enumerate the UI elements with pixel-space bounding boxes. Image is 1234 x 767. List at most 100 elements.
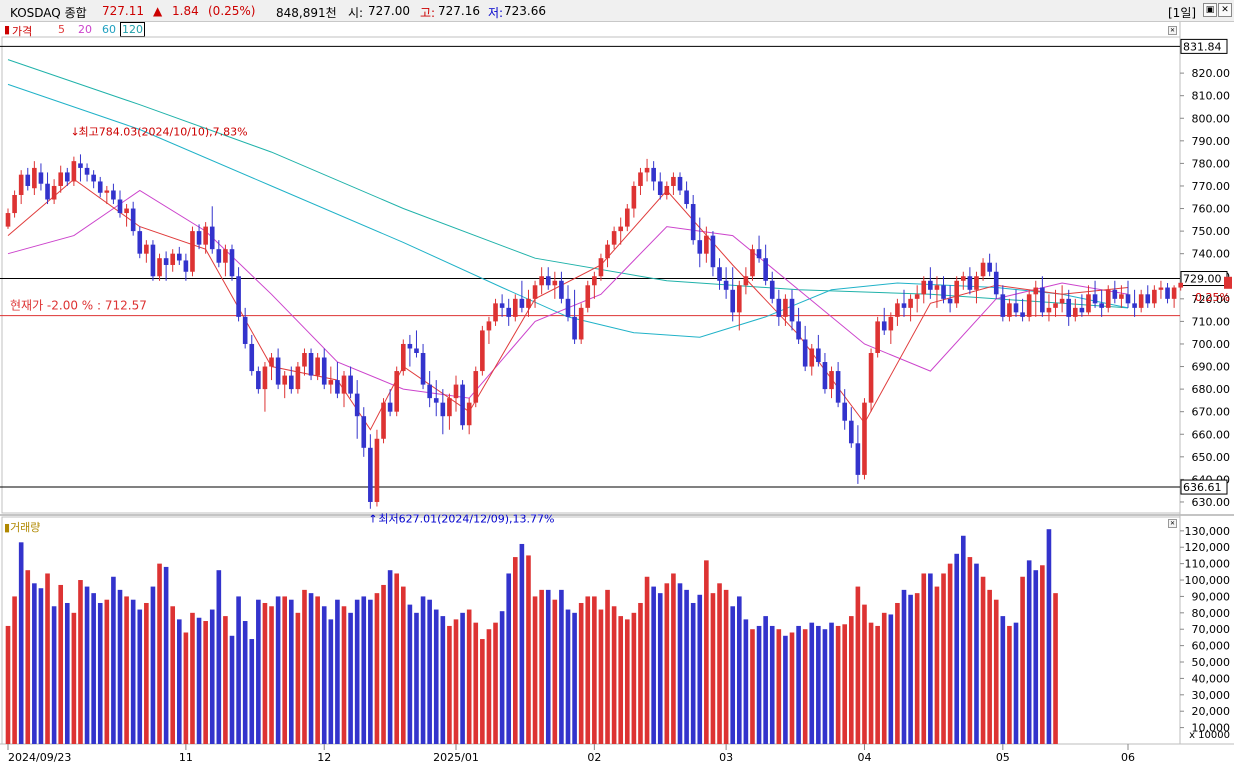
candle-body (1125, 294, 1131, 304)
period-button[interactable]: [1일] (1168, 6, 1197, 20)
volume-bar (710, 593, 716, 744)
volume-bar (84, 586, 90, 744)
volume-bar (974, 563, 979, 744)
price-panel-frame (1, 36, 1181, 514)
volume-bar (5, 625, 11, 744)
candle-body (1105, 289, 1111, 308)
price-tick-label: 790.00 (1192, 135, 1231, 148)
candle-body (78, 163, 83, 168)
symbol-name: KOSDAQ 종합 (10, 6, 87, 20)
candle-body (1059, 298, 1065, 304)
volume-bar (769, 625, 775, 744)
candle-body (717, 267, 722, 281)
candle-body (466, 402, 472, 426)
volume-bar (328, 619, 334, 744)
volume-bar (361, 596, 367, 744)
volume-bar (960, 535, 966, 744)
volume-bar (796, 625, 801, 744)
volume-bar (163, 566, 169, 744)
price-tick-label: 700.00 (1192, 338, 1231, 351)
volume-bar (914, 593, 920, 744)
volume-tick-label: 110,000 (1185, 558, 1231, 571)
candle-body (473, 371, 479, 403)
volume-bar (407, 604, 413, 744)
volume-bar (1000, 616, 1006, 744)
volume-bar (506, 573, 512, 744)
volume-bar (150, 586, 156, 744)
volume-bar (671, 573, 676, 744)
restore-button[interactable]: ▣ (1203, 3, 1217, 17)
candle-body (763, 258, 768, 281)
volume-bar (493, 622, 498, 744)
price-tick-label: 630.00 (1192, 496, 1231, 509)
price-legend[interactable]: 가격 (12, 25, 33, 38)
ma20-legend[interactable]: 20 (78, 23, 92, 36)
volume-bar (592, 596, 597, 744)
volume-tick-label: 50,000 (1192, 656, 1231, 669)
candle-body (736, 285, 742, 313)
volume-bar (816, 625, 821, 744)
volume-bar (45, 573, 50, 744)
level-label: 636.61 (1183, 481, 1222, 494)
volume-bar (993, 599, 999, 744)
volume-bar (354, 599, 360, 744)
candle-body (941, 285, 946, 299)
candle-body (460, 384, 465, 426)
price-panel-close-button[interactable]: ✕ (1168, 26, 1177, 35)
volume-bar (690, 602, 696, 744)
volume-bar (196, 617, 202, 744)
volume-bar (51, 606, 57, 744)
candle-body (638, 172, 643, 186)
candle-body (269, 357, 274, 367)
volume-tick-label: 30,000 (1192, 689, 1231, 702)
candle-body (901, 303, 907, 308)
candle-body (1020, 312, 1025, 317)
candle-body (12, 195, 17, 214)
volume-bar (855, 586, 861, 744)
candle-body (387, 402, 393, 412)
volume-bar (381, 584, 386, 744)
close-button[interactable]: ✕ (1218, 3, 1232, 17)
volume-bar (618, 616, 624, 744)
volume-bar (288, 599, 294, 744)
price-tick-label: 740.00 (1192, 248, 1231, 261)
horizontal-lines: 831.84 729.00 636.61 현재가 -2.00 % : 712.57 0.… (0, 38, 1232, 495)
volume-bar (427, 599, 432, 744)
volume-bar (374, 593, 380, 744)
volume-panel-title[interactable]: 거래량 (10, 521, 41, 534)
candle-body (427, 384, 432, 399)
candle-body (45, 183, 50, 200)
volume-panel-close-button[interactable]: ✕ (1168, 519, 1177, 528)
candle-body (750, 249, 755, 277)
volume-bar (236, 596, 241, 744)
candle-body (400, 343, 406, 372)
volume-bar (262, 602, 268, 744)
candle-body (282, 375, 288, 385)
price-tick-label: 680.00 (1192, 383, 1231, 396)
candle-body (117, 199, 123, 214)
candle-body (176, 253, 182, 261)
candle-body (624, 208, 630, 227)
candle-body (730, 289, 736, 313)
ma60-legend[interactable]: 60 (102, 23, 116, 36)
candle-body (486, 321, 492, 331)
date-tick-label: 02 (587, 751, 601, 764)
candle-body (111, 190, 116, 200)
candle-body (480, 330, 485, 372)
volume-bar (697, 594, 703, 744)
volume-bar (466, 609, 472, 744)
volume-bar (78, 580, 83, 744)
ma5-legend[interactable]: 5 (58, 23, 65, 36)
candle-body (97, 181, 103, 193)
volume-bar (552, 599, 558, 744)
volume-bar (183, 632, 189, 744)
volume-bar (394, 573, 400, 744)
volume-bar (763, 616, 768, 744)
volume-bar (480, 639, 485, 744)
volume-bar (934, 586, 940, 744)
candle-body (414, 348, 419, 353)
candle-body (453, 384, 459, 399)
candle-body (1033, 287, 1039, 295)
date-tick-label: 06 (1121, 751, 1135, 764)
volume-bar (684, 589, 689, 744)
